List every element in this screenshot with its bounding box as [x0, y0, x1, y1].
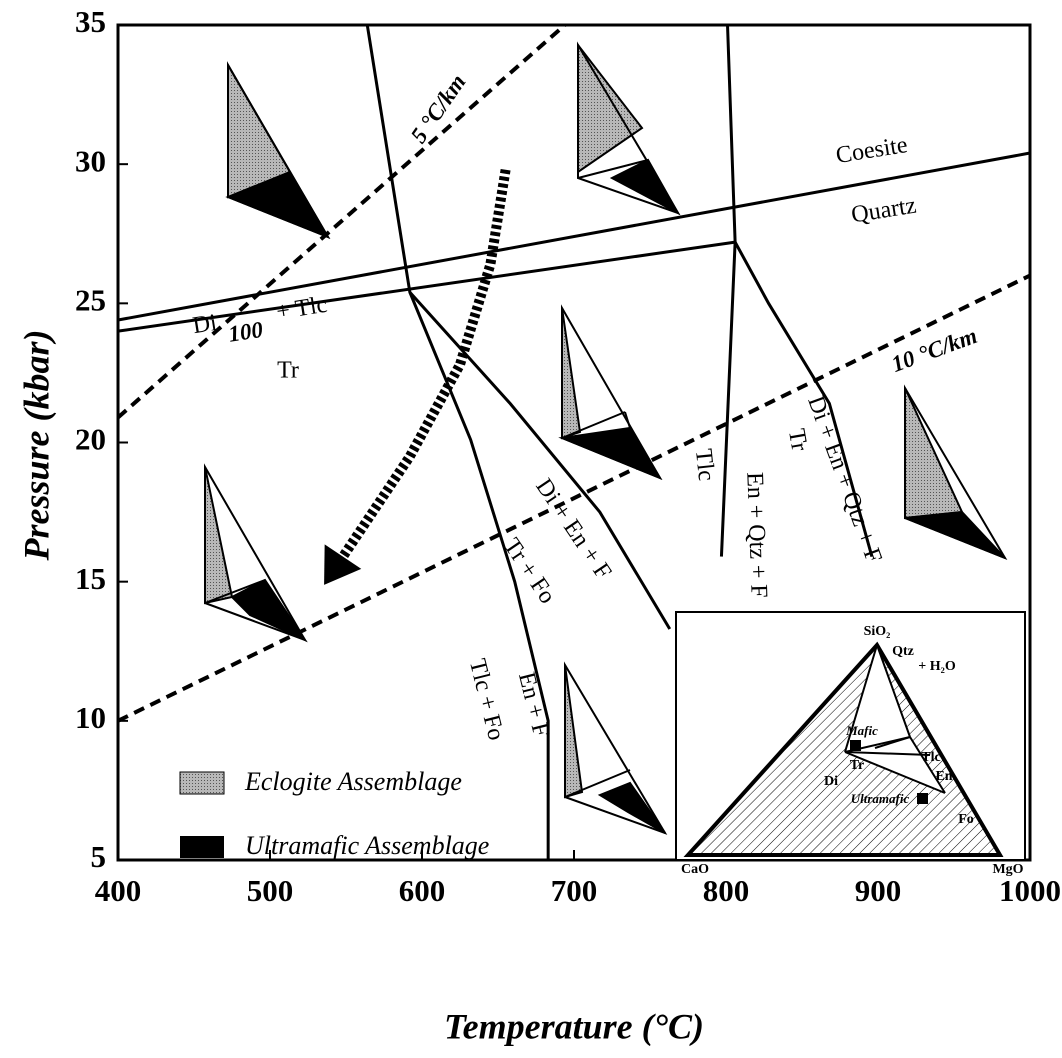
inset-label: Tr: [850, 758, 865, 773]
annotation: Quartz: [849, 193, 918, 229]
legend-swatch: [179, 771, 225, 795]
eclogite-field: [561, 307, 582, 440]
annotation: Di + En + Qtz + F: [802, 393, 886, 567]
legend-label: Ultramafic Assemblage: [245, 831, 489, 860]
eclogite-field: [204, 466, 234, 605]
inset-label: SiO₂: [864, 624, 891, 639]
icon-outline: [564, 661, 668, 835]
annotation: Coesite: [834, 132, 909, 169]
x-axis-title: Temperature (°C): [444, 1006, 704, 1046]
annotation: 10 °C/km: [888, 323, 980, 377]
reaction-line: [117, 151, 1031, 322]
reaction-line: [117, 240, 736, 333]
inset-label: + H₂O: [918, 659, 956, 674]
icon-line: [564, 769, 631, 798]
reaction-line: [365, 24, 550, 860]
x-tick-label: 800: [703, 873, 750, 908]
ultramafic-field: [597, 781, 666, 834]
annotation: 5 °C/km: [406, 70, 471, 148]
inset-label: Fo: [958, 812, 974, 827]
annotation: En + F: [513, 670, 554, 740]
ultramafic-point: [917, 793, 928, 804]
y-axis-title: Pressure (kbar): [16, 330, 56, 562]
reaction-line: [733, 241, 874, 558]
x-tick-label: 1000: [999, 873, 1061, 908]
tie-line: [844, 751, 946, 794]
icon-outline: [577, 41, 681, 215]
icon-line: [204, 579, 266, 604]
icon-line: [624, 411, 631, 429]
icon-line: [577, 159, 649, 179]
icon-outline: [227, 61, 331, 240]
tie-line: [909, 736, 946, 794]
inset-label: Tlc: [921, 750, 940, 765]
eclogite-field: [577, 42, 644, 174]
icon-outline: [904, 384, 1008, 561]
tie-line: [874, 736, 911, 749]
mafic-point: [850, 740, 861, 751]
geotherm: [116, 23, 567, 419]
legend-swatch: [180, 836, 224, 858]
inset-label: MgO: [992, 862, 1023, 877]
y-tick-label: 15: [75, 561, 106, 596]
annotation: En + Qtz + F: [741, 472, 771, 599]
annotation: Tr + Fo: [498, 534, 560, 609]
inset-label: Qtz: [892, 644, 914, 659]
ultramafic-field: [609, 158, 681, 216]
annotation: Tlc: [690, 448, 719, 483]
y-tick-label: 20: [75, 422, 106, 457]
icon-outline: [204, 463, 308, 642]
legend-label: Eclogite Assemblage: [244, 767, 462, 796]
arrow-head: [324, 544, 362, 585]
tie-line: [844, 644, 878, 753]
x-tick-label: 900: [855, 873, 902, 908]
eclogite-field: [904, 387, 964, 520]
y-tick-label: 30: [75, 143, 106, 178]
geotherm: [117, 273, 1031, 723]
inset-label: Di: [824, 774, 838, 789]
annotation: Tlc + Fo: [464, 656, 509, 743]
y-tick-label: 10: [75, 700, 106, 735]
x-tick-label: 600: [399, 873, 446, 908]
icon-outline: [561, 304, 663, 481]
annotation: Tr: [277, 358, 299, 384]
ternary-subregion: [845, 645, 945, 793]
x-tick-label: 500: [247, 873, 294, 908]
y-tick-label: 35: [75, 4, 106, 39]
x-tick-label: 400: [95, 873, 142, 908]
y-tick-label: 25: [75, 282, 106, 317]
inset-label: Ultramafic: [851, 791, 910, 806]
x-tick-label: 700: [551, 873, 598, 908]
inset-label: CaO: [681, 862, 709, 877]
annotation: + Tlc: [274, 292, 329, 326]
annotation: Tr: [783, 427, 812, 453]
annotation: Di: [191, 310, 219, 340]
legend: Eclogite Assemblage Ultramafic Assemblag…: [179, 767, 489, 860]
tie-line: [876, 644, 911, 738]
pt-path-arrow: [338, 168, 511, 560]
y-tick-label: 5: [91, 839, 107, 874]
annotation: 100: [227, 317, 265, 347]
icon-line: [561, 411, 626, 439]
inset-label: Mafic: [845, 723, 878, 738]
eclogite-field: [564, 664, 584, 799]
reaction-line: [719, 24, 737, 557]
tie-line: [844, 751, 931, 756]
assemblage-icons: [204, 41, 1008, 835]
inset-label: En: [935, 769, 952, 784]
